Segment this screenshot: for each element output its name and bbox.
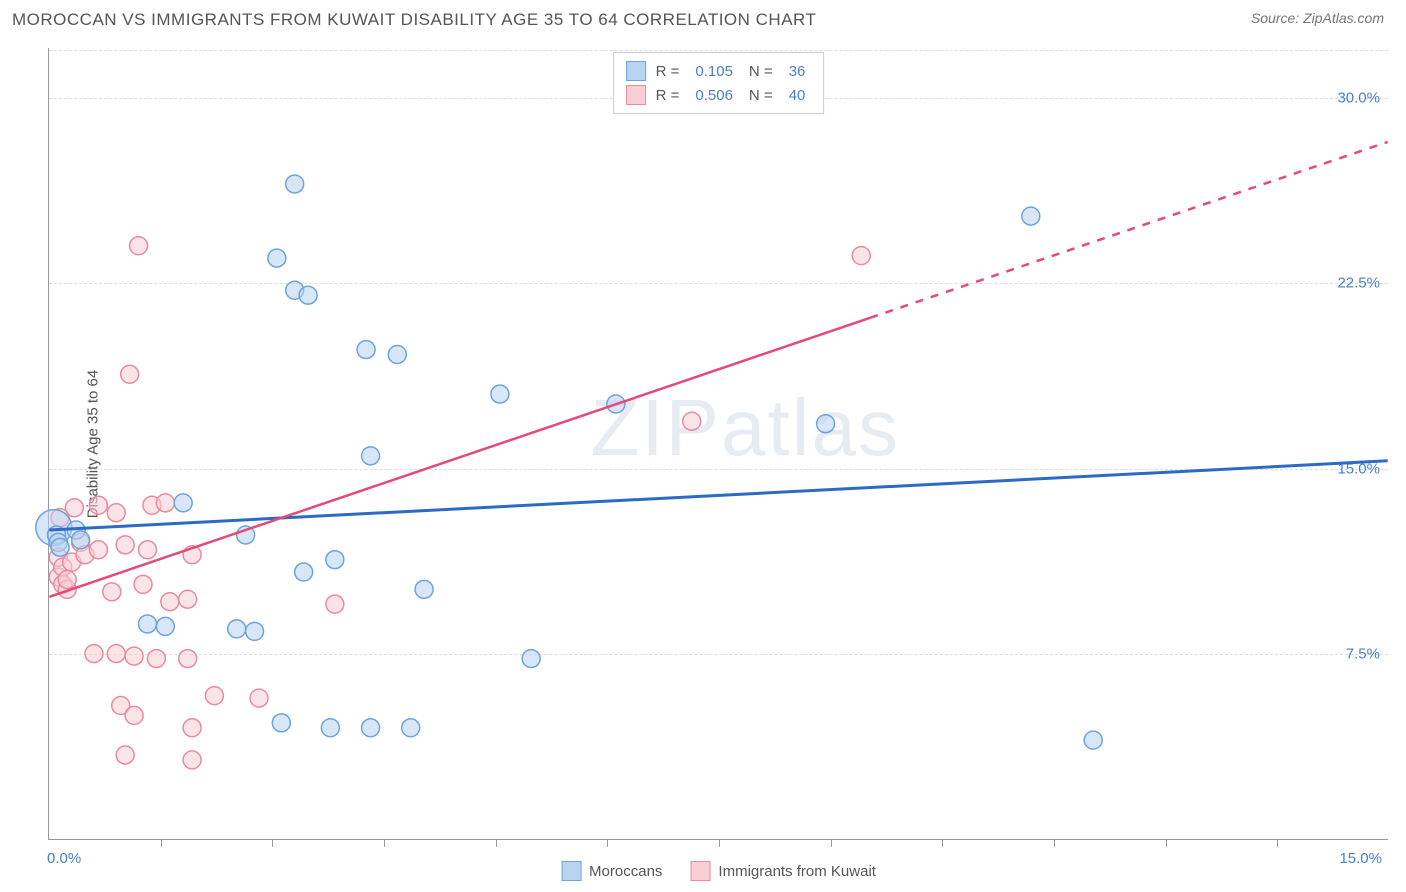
legend-stats-box: R = 0.105 N = 36 R = 0.506 N = 40 [613,52,825,114]
x-tick [831,839,832,847]
moroccans-point [72,531,90,549]
kuwait-point [183,719,201,737]
kuwait-point [683,412,701,430]
moroccans-point [268,249,286,267]
moroccans-point [299,286,317,304]
moroccans-point [415,580,433,598]
legend-series-label: Moroccans [589,863,662,880]
chart-header: MOROCCAN VS IMMIGRANTS FROM KUWAIT DISAB… [0,0,1406,30]
moroccans-point [295,563,313,581]
moroccans-point [1022,207,1040,225]
kuwait-point [179,590,197,608]
legend-N-label: N = [749,87,773,104]
kuwait-point [134,575,152,593]
kuwait-point [89,496,107,514]
moroccans-point [362,447,380,465]
kuwait-point [121,365,139,383]
kuwait-point [179,650,197,668]
kuwait-point [103,583,121,601]
moroccans-point [228,620,246,638]
x-tick [1054,839,1055,847]
x-tick [607,839,608,847]
x-tick [272,839,273,847]
kuwait-point [130,237,148,255]
moroccans-point [362,719,380,737]
kuwait-point [107,645,125,663]
legend-R-value: 0.506 [695,87,733,104]
legend-swatch [561,861,581,881]
legend-series-label: Immigrants from Kuwait [718,863,876,880]
kuwait-point [116,746,134,764]
kuwait-point [205,687,223,705]
plot-area: Disability Age 35 to 64 7.5%15.0%22.5%30… [48,48,1388,840]
kuwait-point [326,595,344,613]
kuwait-point [125,706,143,724]
x-tick [496,839,497,847]
kuwait-trendline [49,318,870,597]
x-axis-max-label: 15.0% [1339,850,1382,867]
source-attribution: Source: ZipAtlas.com [1251,10,1384,26]
plot-svg [49,48,1388,839]
kuwait-point [85,645,103,663]
legend-swatch [626,85,646,105]
moroccans-point [1084,731,1102,749]
moroccans-trendline [49,461,1387,530]
moroccans-point [522,650,540,668]
moroccans-point [817,415,835,433]
legend-R-label: R = [656,87,680,104]
moroccans-point [326,551,344,569]
kuwait-point [852,247,870,265]
legend-N-label: N = [749,63,773,80]
legend-stats-row: R = 0.506 N = 40 [626,83,812,107]
legend-N-value: 36 [789,63,806,80]
kuwait-point [58,570,76,588]
legend-swatch [690,861,710,881]
moroccans-point [156,617,174,635]
moroccans-point [286,175,304,193]
legend-series: Moroccans Immigrants from Kuwait [561,861,876,881]
kuwait-point [138,541,156,559]
moroccans-point [402,719,420,737]
moroccans-point [51,538,69,556]
legend-R-label: R = [656,63,680,80]
x-axis-min-label: 0.0% [47,850,81,867]
kuwait-point [89,541,107,559]
kuwait-point [125,647,143,665]
chart-container: Disability Age 35 to 64 7.5%15.0%22.5%30… [48,48,1388,840]
x-tick [1277,839,1278,847]
moroccans-point [272,714,290,732]
moroccans-point [138,615,156,633]
x-tick [719,839,720,847]
source-name: ZipAtlas.com [1303,10,1384,26]
legend-series-item: Moroccans [561,861,662,881]
kuwait-point [156,494,174,512]
chart-title: MOROCCAN VS IMMIGRANTS FROM KUWAIT DISAB… [12,10,816,30]
kuwait-point [147,650,165,668]
legend-stats-row: R = 0.105 N = 36 [626,59,812,83]
x-tick [1166,839,1167,847]
kuwait-point [250,689,268,707]
moroccans-point [174,494,192,512]
kuwait-point [183,751,201,769]
kuwait-point [116,536,134,554]
moroccans-point [388,346,406,364]
legend-N-value: 40 [789,87,806,104]
x-tick [161,839,162,847]
source-prefix: Source: [1251,10,1303,26]
moroccans-point [321,719,339,737]
moroccans-point [491,385,509,403]
legend-swatch [626,61,646,81]
x-tick [942,839,943,847]
legend-series-item: Immigrants from Kuwait [690,861,876,881]
x-tick [384,839,385,847]
moroccans-point [246,622,264,640]
kuwait-point [107,504,125,522]
kuwait-point [161,593,179,611]
legend-R-value: 0.105 [695,63,733,80]
moroccans-point [357,341,375,359]
kuwait-trendline-extrapolated [870,142,1387,318]
